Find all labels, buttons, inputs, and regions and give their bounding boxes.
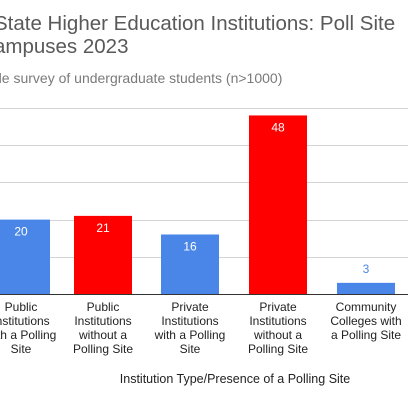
- bar: [337, 282, 395, 294]
- bar: [0, 219, 50, 294]
- x-axis-label: Institution Type/Presence of a Polling S…: [119, 372, 351, 386]
- chart-title: State Higher Education Institutions: Pol…: [0, 12, 396, 58]
- bar: [249, 115, 307, 294]
- data-label: 3: [363, 262, 370, 276]
- bar: [161, 234, 219, 294]
- x-tick-label: Private Institutions with a Polling Site: [154, 300, 226, 356]
- chart-subtitle: de survey of undergraduate students (n>1…: [0, 70, 283, 86]
- bar: [74, 215, 132, 294]
- data-label: 21: [96, 221, 110, 235]
- x-tick-label: Private Institutions without a Polling Site: [248, 300, 308, 356]
- data-label: 20: [14, 225, 28, 239]
- x-tick-label: Community Colleges with a Polling Site: [330, 300, 401, 342]
- data-label: 48: [271, 120, 285, 134]
- x-tick-label: Public Institutions without a Polling Site: [73, 300, 133, 356]
- data-label: 16: [183, 239, 197, 253]
